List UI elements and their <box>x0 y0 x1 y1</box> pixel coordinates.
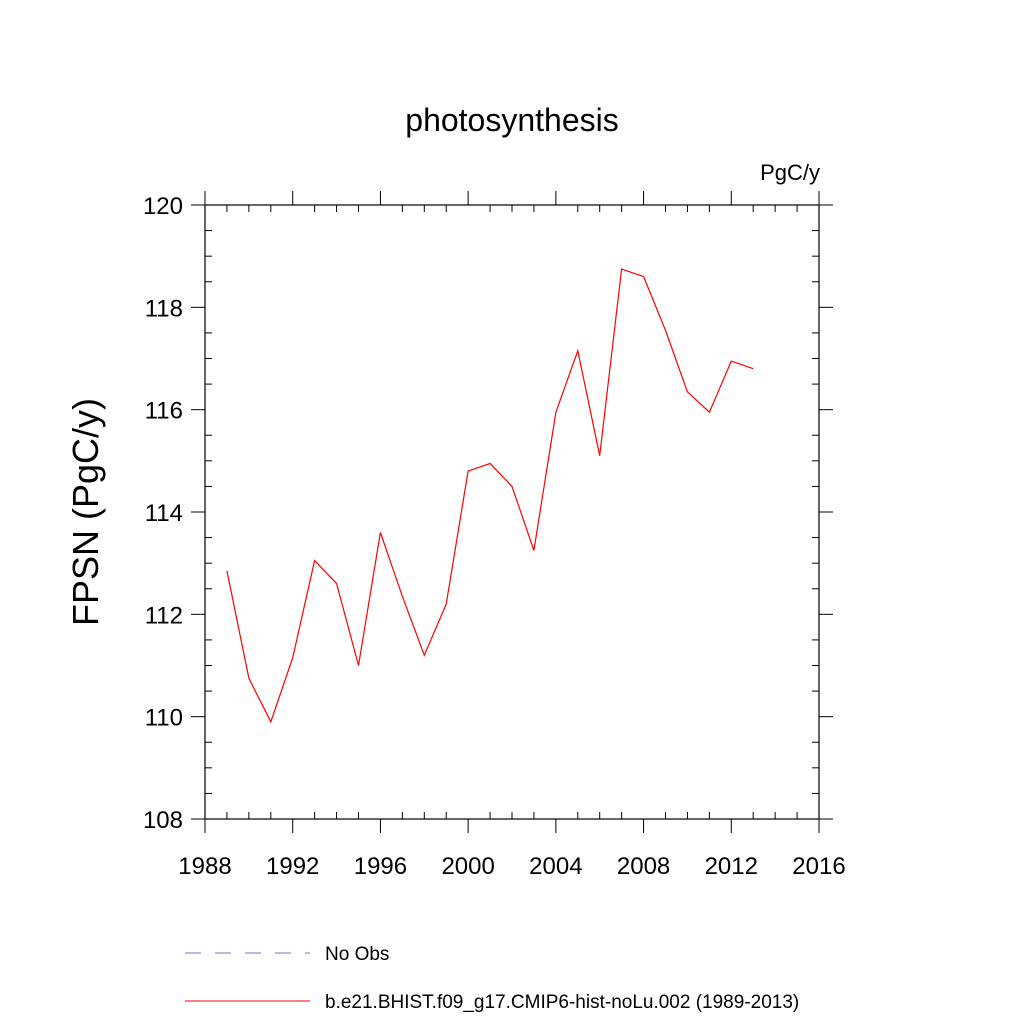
y-tick-label: 116 <box>145 398 183 425</box>
y-tick-label: 112 <box>145 602 183 629</box>
legend-label: b.e21.BHIST.f09_g17.CMIP6-hist-noLu.002 … <box>325 992 799 1013</box>
x-tick-label: 2012 <box>705 853 758 880</box>
series-layer <box>227 269 753 722</box>
x-tick-label: 2008 <box>617 853 670 880</box>
x-tick-label: 2004 <box>529 853 582 880</box>
units-label: PgC/y <box>760 160 820 185</box>
x-tick-label: 1996 <box>354 853 407 880</box>
y-tick-label: 108 <box>143 807 183 834</box>
y-tick-label: 118 <box>145 295 183 322</box>
legend: No Obs b.e21.BHIST.f09_g17.CMIP6-hist-noL… <box>185 944 799 1013</box>
plot-frame <box>205 205 819 819</box>
y-tick-label: 120 <box>143 193 183 220</box>
axis-tick-labels: 1988 1992 1996 2000 2004 2008 2012 2016 108 110 11… <box>143 193 846 880</box>
x-tick-label: 2000 <box>441 853 494 880</box>
x-tick-label: 1992 <box>266 853 319 880</box>
series-line <box>227 269 753 722</box>
y-tick-label: 110 <box>145 705 183 732</box>
x-tick-label: 2016 <box>792 853 845 880</box>
x-tick-label: 1988 <box>178 853 231 880</box>
y-tick-label: 114 <box>145 500 183 527</box>
y-axis-label: FPSN (PgC/y) <box>65 398 106 626</box>
chart-title: photosynthesis <box>405 102 618 138</box>
legend-label: No Obs <box>325 944 389 965</box>
axis-ticks <box>191 191 833 833</box>
